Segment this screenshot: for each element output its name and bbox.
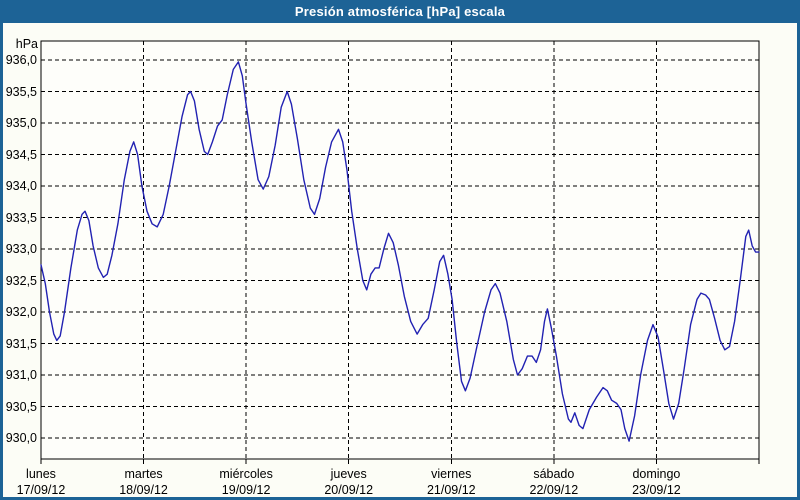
plot-area [40, 40, 760, 460]
pressure-line-chart [40, 40, 760, 464]
x-date-label: 21/09/12 [426, 483, 476, 497]
y-tick-label: 933,0 [5, 242, 37, 256]
chart-canvas: hPa 936,0 935,5 935,0 934,5 934,0 933,5 933,0 9… [3, 23, 797, 497]
chart-title: Presión atmosférica [hPa] escala [294, 4, 506, 19]
y-tick-label: 930,5 [5, 399, 37, 414]
y-tick-label: 934,0 [5, 179, 37, 193]
x-day-label: martes [124, 467, 163, 481]
x-day-label: miércoles [219, 467, 273, 481]
x-day-label: lunes [26, 467, 56, 481]
y-tick-label: 936,0 [5, 53, 37, 67]
x-date-label: 20/09/12 [324, 483, 374, 497]
title-bar: Presión atmosférica [hPa] escala [0, 0, 800, 23]
y-tick-label: 931,5 [5, 336, 37, 351]
y-tick-label: 932,0 [5, 305, 37, 319]
x-day-label: domingo [632, 467, 681, 481]
x-date-label: 17/09/12 [16, 483, 66, 497]
pressure-line [40, 61, 760, 442]
y-tick-label: 935,5 [5, 84, 37, 99]
y-tick-label: 934,5 [5, 147, 37, 162]
x-date-label: 23/09/12 [632, 483, 681, 497]
y-tick-label: 933,5 [5, 210, 37, 225]
x-date-label: 19/09/12 [221, 483, 271, 497]
y-tick-label: 930,0 [5, 431, 37, 445]
y-axis-unit: hPa [15, 37, 38, 51]
x-date-label: 18/09/12 [119, 483, 168, 497]
x-day-label: jueves [330, 467, 367, 481]
x-day-label: sábado [533, 467, 575, 481]
y-tick-label: 932,5 [5, 273, 37, 288]
y-tick-label: 931,0 [5, 368, 37, 382]
y-tick-label: 935,0 [5, 116, 37, 130]
x-day-label: viernes [431, 467, 472, 481]
x-date-label: 22/09/12 [529, 483, 579, 497]
